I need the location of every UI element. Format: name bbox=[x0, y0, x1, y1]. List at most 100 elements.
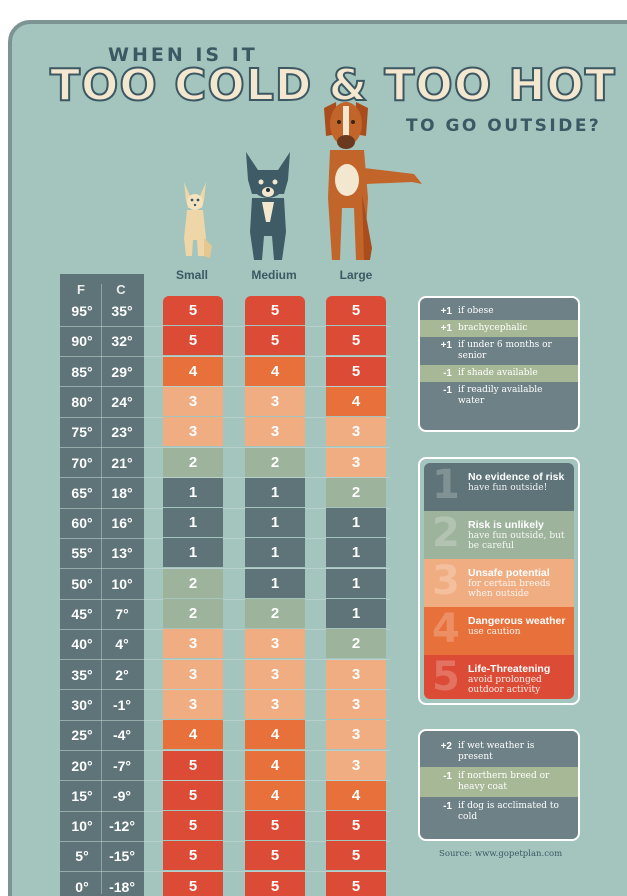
temp-celsius: -15° bbox=[109, 848, 135, 865]
risk-score-large: 5 bbox=[326, 326, 386, 356]
temp-fahrenheit: 35° bbox=[71, 666, 93, 683]
row-divider bbox=[60, 507, 390, 509]
risk-score-small: 2 bbox=[163, 568, 223, 598]
risk-score-medium: 4 bbox=[245, 720, 305, 750]
modifier-row: +1 brachycephalic bbox=[420, 320, 578, 337]
legend-item-1: 1 No evidence of risk have fun outside! bbox=[424, 463, 574, 511]
legend-item-3: 3 Unsafe potential for certain breeds wh… bbox=[424, 559, 574, 607]
row-divider bbox=[60, 628, 390, 630]
modifier-row: -1 if shade available bbox=[420, 365, 578, 382]
risk-score-large: 2 bbox=[326, 629, 386, 659]
legend-item-4: 4 Dangerous weather use caution bbox=[424, 607, 574, 655]
column-divider bbox=[101, 284, 102, 894]
temp-celsius: -12° bbox=[109, 818, 135, 835]
risk-score-small: 3 bbox=[163, 386, 223, 416]
legend-number: 3 bbox=[432, 558, 460, 604]
risk-score-small: 5 bbox=[163, 871, 223, 896]
modifier-value: +1 bbox=[440, 323, 452, 334]
legend-subtitle: use caution bbox=[468, 627, 521, 637]
temp-fahrenheit: 10° bbox=[71, 818, 93, 835]
risk-score-large: 3 bbox=[326, 750, 386, 780]
temp-fahrenheit: 30° bbox=[71, 696, 93, 713]
modifier-text: if under 6 months or senior bbox=[458, 340, 552, 361]
modifier-text: if northern breed or heavy coat bbox=[458, 771, 550, 792]
temp-celsius: 35° bbox=[111, 303, 133, 319]
row-divider bbox=[60, 568, 390, 570]
temp-celsius: 2° bbox=[115, 666, 129, 683]
legend-subtitle: have fun outside, but be careful bbox=[468, 531, 565, 551]
row-divider bbox=[60, 840, 390, 842]
size-label-medium: Medium bbox=[251, 268, 297, 282]
temp-celsius: 10° bbox=[111, 575, 133, 592]
modifier-row: -1 if northern breed or heavy coat bbox=[420, 767, 578, 797]
modifier-row: +1 if under 6 months or senior bbox=[420, 337, 578, 365]
size-label-small: Small bbox=[175, 268, 208, 282]
row-divider bbox=[60, 386, 390, 388]
risk-score-small: 5 bbox=[163, 811, 223, 841]
title-main: TOO COLD & TOO HOT bbox=[49, 59, 616, 112]
risk-score-medium: 1 bbox=[245, 538, 305, 568]
modifier-text: if wet weather is present bbox=[458, 741, 535, 762]
temp-fahrenheit: 90° bbox=[71, 333, 93, 350]
risk-score-small: 3 bbox=[163, 417, 223, 447]
risk-score-small: 4 bbox=[163, 720, 223, 750]
risk-score-medium: 5 bbox=[245, 871, 305, 896]
temp-fahrenheit: 60° bbox=[71, 515, 93, 532]
legend-number: 4 bbox=[432, 606, 460, 652]
risk-score-medium: 3 bbox=[245, 659, 305, 689]
risk-score-medium: 5 bbox=[245, 841, 305, 871]
row-divider bbox=[60, 810, 390, 812]
modifier-row: +2 if wet weather is present bbox=[420, 737, 578, 767]
temp-celsius: 16° bbox=[111, 515, 133, 532]
header-celsius: C bbox=[116, 282, 126, 297]
risk-score-large: 4 bbox=[326, 386, 386, 416]
temp-fahrenheit: 75° bbox=[71, 424, 93, 441]
risk-score-small: 5 bbox=[163, 296, 223, 325]
row-divider bbox=[60, 598, 390, 600]
risk-score-small: 5 bbox=[163, 780, 223, 810]
temp-celsius: 18° bbox=[111, 484, 133, 501]
temp-celsius: 7° bbox=[115, 606, 129, 622]
risk-score-large: 1 bbox=[326, 599, 386, 628]
modifier-value: -1 bbox=[443, 801, 452, 812]
risk-score-large: 3 bbox=[326, 689, 386, 719]
risk-score-medium: 3 bbox=[245, 629, 305, 659]
modifier-value: +1 bbox=[440, 340, 452, 351]
row-divider bbox=[60, 325, 390, 327]
row-divider bbox=[60, 659, 390, 661]
temp-celsius: -18° bbox=[109, 878, 135, 895]
temp-celsius: 24° bbox=[111, 393, 133, 410]
modifier-text: if readily available water bbox=[458, 385, 543, 406]
risk-score-large: 4 bbox=[326, 780, 386, 810]
temp-fahrenheit: 25° bbox=[71, 727, 93, 744]
risk-score-small: 2 bbox=[163, 447, 223, 477]
row-divider bbox=[60, 750, 390, 751]
temp-fahrenheit: 65° bbox=[71, 484, 93, 501]
legend-number: 1 bbox=[432, 463, 460, 508]
risk-score-medium: 2 bbox=[245, 447, 305, 477]
risk-score-small: 1 bbox=[163, 477, 223, 507]
risk-legend-box: 1 No evidence of risk have fun outside! … bbox=[418, 457, 580, 705]
risk-score-small: 3 bbox=[163, 629, 223, 659]
temp-fahrenheit: 15° bbox=[71, 787, 93, 804]
risk-score-small: 1 bbox=[163, 538, 223, 568]
temp-celsius: -4° bbox=[112, 727, 132, 744]
temperature-column bbox=[60, 274, 144, 896]
risk-score-medium: 5 bbox=[245, 326, 305, 356]
risk-score-small: 3 bbox=[163, 659, 223, 689]
row-divider bbox=[60, 871, 390, 873]
risk-score-small: 3 bbox=[163, 689, 223, 719]
risk-score-small: 5 bbox=[163, 841, 223, 871]
modifier-row: +1 if obese bbox=[420, 303, 578, 320]
title-line-3: TO GO OUTSIDE? bbox=[406, 116, 602, 136]
header-fahrenheit: F bbox=[77, 282, 85, 297]
temp-fahrenheit: 85° bbox=[71, 363, 93, 380]
risk-score-small: 5 bbox=[163, 326, 223, 356]
row-divider bbox=[60, 537, 390, 539]
temp-fahrenheit: 50° bbox=[71, 575, 93, 592]
legend-title: Life-Threatening bbox=[468, 663, 551, 675]
row-divider bbox=[60, 689, 390, 691]
risk-score-medium: 4 bbox=[245, 780, 305, 810]
risk-score-large: 5 bbox=[326, 296, 386, 325]
row-divider bbox=[60, 356, 390, 358]
